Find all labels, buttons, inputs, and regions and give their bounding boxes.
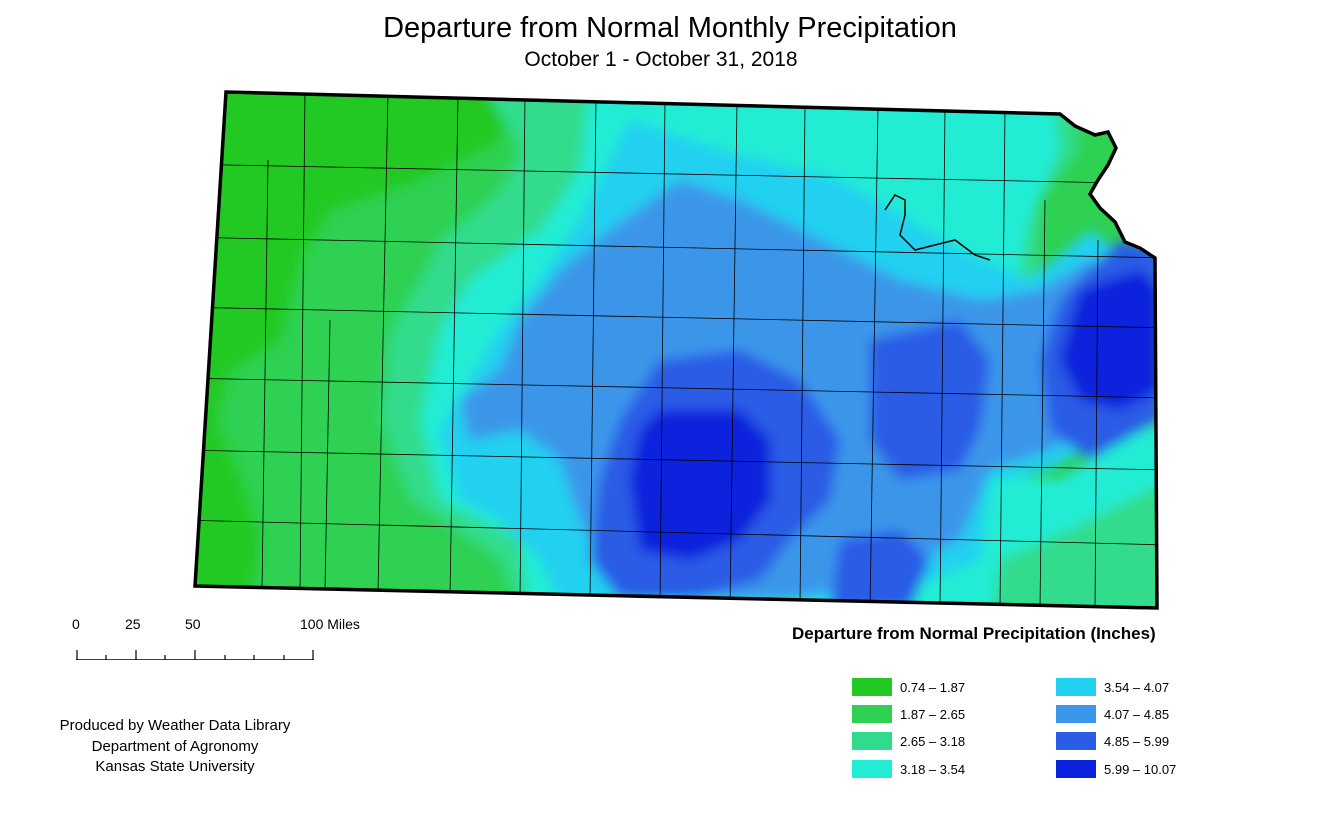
scale-label-100: 100 Miles bbox=[300, 616, 360, 632]
legend-label: 0.74 – 1.87 bbox=[900, 680, 966, 695]
legend-label: 4.85 – 5.99 bbox=[1104, 734, 1170, 749]
scale-label-50: 50 bbox=[185, 616, 201, 632]
credit-line: Kansas State University bbox=[95, 758, 255, 775]
legend-swatch bbox=[1056, 678, 1096, 696]
legend-label: 1.87 – 2.65 bbox=[900, 707, 966, 722]
credit-line: Produced by Weather Data Library bbox=[59, 717, 291, 734]
legend-title: Departure from Normal Precipitation (Inc… bbox=[792, 624, 1156, 643]
scale-bar: 0 25 50 100 Miles bbox=[60, 616, 400, 660]
river-boundary bbox=[884, 194, 991, 261]
legend-swatch bbox=[852, 705, 892, 723]
map-title: Departure from Normal Monthly Precipitat… bbox=[383, 12, 957, 44]
credit-line: Department of Agronomy bbox=[91, 737, 259, 755]
county-lines bbox=[195, 92, 1157, 608]
legend-swatch bbox=[852, 732, 892, 750]
legend-label: 4.07 – 4.85 bbox=[1104, 707, 1170, 722]
legend-label: 3.54 – 4.07 bbox=[1104, 680, 1170, 695]
legend-label: 5.99 – 10.07 bbox=[1104, 762, 1177, 777]
legend-swatch bbox=[852, 760, 892, 778]
scale-line bbox=[76, 650, 314, 660]
kansas-outline bbox=[193, 90, 1159, 610]
legend-label: 2.65 – 3.18 bbox=[900, 734, 966, 749]
scale-label-0: 0 bbox=[72, 616, 80, 632]
credits: Produced by Weather Data Library Departm… bbox=[20, 716, 330, 778]
map-subtitle: October 1 - October 31, 2018 bbox=[524, 48, 798, 71]
legend-swatch bbox=[1056, 732, 1096, 750]
precip-contours bbox=[195, 92, 1157, 608]
legend-swatch bbox=[852, 678, 892, 696]
scale-label-25: 25 bbox=[125, 616, 141, 632]
legend-swatch bbox=[1056, 705, 1096, 723]
legend-swatch bbox=[1056, 760, 1096, 778]
legend-label: 3.18 – 3.54 bbox=[900, 762, 966, 777]
